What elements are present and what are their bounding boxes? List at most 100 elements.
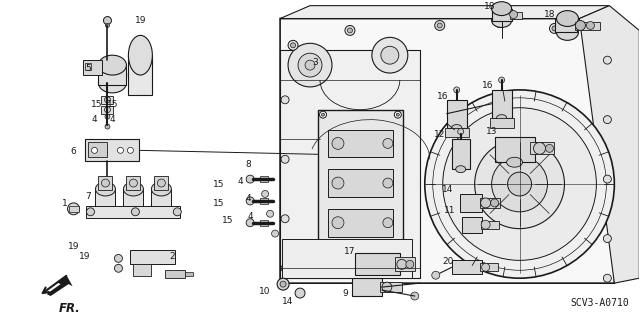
Ellipse shape: [124, 199, 143, 213]
Bar: [102, 96, 113, 104]
Bar: [68, 206, 79, 212]
Circle shape: [321, 257, 324, 260]
Bar: [495, 137, 534, 162]
Ellipse shape: [129, 35, 152, 75]
Text: 18: 18: [544, 10, 556, 19]
Ellipse shape: [95, 199, 115, 213]
Ellipse shape: [492, 14, 511, 27]
Bar: [124, 189, 143, 207]
Bar: [127, 176, 140, 190]
Ellipse shape: [99, 55, 127, 75]
Ellipse shape: [129, 55, 152, 95]
Circle shape: [288, 43, 332, 87]
Bar: [152, 189, 172, 207]
Text: 4: 4: [245, 194, 251, 204]
Text: 14: 14: [442, 185, 453, 195]
Text: 4: 4: [247, 212, 253, 221]
Circle shape: [575, 20, 586, 30]
Bar: [328, 209, 393, 237]
Circle shape: [396, 257, 399, 260]
Circle shape: [305, 60, 315, 70]
Bar: [492, 9, 511, 20]
Circle shape: [432, 271, 440, 279]
Circle shape: [382, 282, 392, 292]
Circle shape: [106, 24, 109, 27]
Text: 8: 8: [245, 160, 251, 169]
Ellipse shape: [124, 182, 143, 196]
Circle shape: [246, 197, 254, 205]
Circle shape: [267, 210, 274, 217]
Bar: [282, 239, 412, 278]
Bar: [460, 194, 482, 212]
Circle shape: [482, 263, 490, 271]
Ellipse shape: [95, 182, 115, 196]
Circle shape: [550, 24, 559, 33]
Circle shape: [586, 21, 595, 29]
Bar: [86, 206, 180, 218]
Circle shape: [411, 292, 419, 300]
Ellipse shape: [497, 115, 507, 121]
Text: 17: 17: [344, 247, 356, 256]
Text: 18: 18: [484, 2, 495, 11]
Bar: [445, 128, 468, 137]
Bar: [355, 253, 400, 275]
Circle shape: [281, 155, 289, 163]
Ellipse shape: [152, 199, 172, 213]
Text: 13: 13: [486, 127, 497, 136]
Circle shape: [492, 156, 547, 212]
Text: 5: 5: [86, 63, 92, 73]
Text: 4: 4: [237, 177, 243, 186]
Bar: [492, 90, 511, 118]
Text: 16: 16: [437, 92, 449, 101]
Circle shape: [173, 208, 181, 216]
Circle shape: [115, 255, 122, 262]
Ellipse shape: [456, 166, 466, 173]
Bar: [99, 65, 127, 85]
Circle shape: [372, 37, 408, 73]
Bar: [395, 257, 415, 271]
Circle shape: [475, 139, 564, 229]
Bar: [88, 142, 108, 157]
Text: 4: 4: [92, 115, 97, 124]
Ellipse shape: [492, 2, 511, 16]
Text: 9: 9: [342, 289, 348, 298]
Bar: [479, 263, 498, 271]
Circle shape: [288, 40, 298, 50]
Circle shape: [345, 26, 355, 35]
Bar: [509, 11, 522, 19]
Circle shape: [481, 198, 491, 208]
Bar: [84, 139, 140, 161]
Circle shape: [397, 259, 407, 269]
Circle shape: [157, 179, 165, 187]
Bar: [556, 19, 577, 33]
Circle shape: [443, 108, 596, 260]
Bar: [154, 176, 168, 190]
Ellipse shape: [452, 125, 461, 130]
Circle shape: [534, 142, 545, 154]
Ellipse shape: [507, 157, 522, 167]
Polygon shape: [280, 6, 609, 19]
Text: 11: 11: [444, 206, 456, 215]
Circle shape: [118, 147, 124, 153]
Bar: [260, 220, 268, 226]
Circle shape: [497, 20, 502, 25]
Circle shape: [321, 113, 324, 116]
Text: 15: 15: [223, 216, 234, 225]
Circle shape: [491, 199, 499, 207]
Circle shape: [298, 53, 322, 77]
Circle shape: [129, 179, 138, 187]
Circle shape: [246, 175, 254, 183]
Text: 16: 16: [482, 81, 493, 90]
Text: 7: 7: [86, 192, 92, 201]
Circle shape: [604, 56, 611, 64]
Bar: [165, 270, 186, 278]
Bar: [479, 198, 500, 208]
Ellipse shape: [557, 11, 579, 26]
Text: 4: 4: [109, 115, 115, 124]
Circle shape: [332, 137, 344, 149]
Bar: [133, 264, 152, 276]
Circle shape: [271, 230, 278, 237]
Circle shape: [381, 46, 399, 64]
Circle shape: [458, 129, 464, 135]
Ellipse shape: [99, 73, 127, 93]
